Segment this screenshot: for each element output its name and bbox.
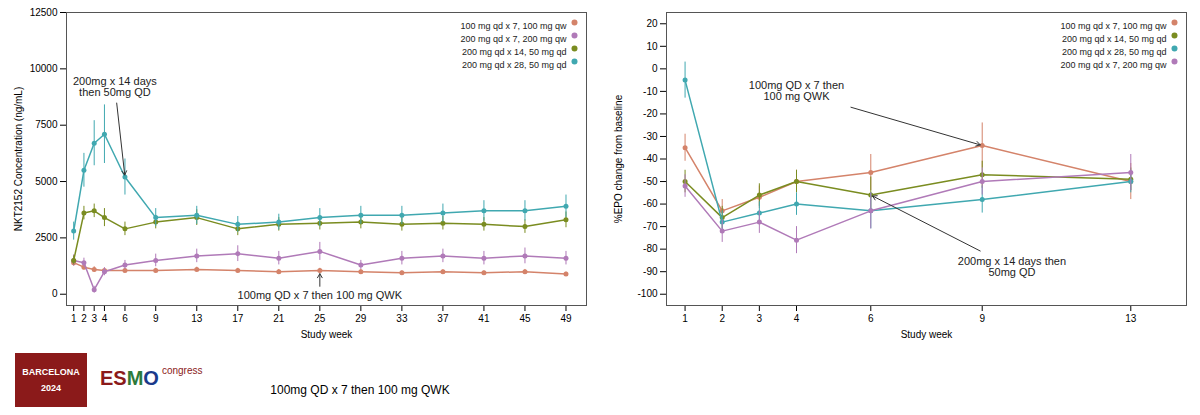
svg-text:25: 25 (314, 313, 326, 324)
svg-text:1: 1 (71, 313, 77, 324)
svg-text:-90: -90 (643, 266, 658, 277)
svg-text:12500: 12500 (30, 7, 58, 18)
svg-text:200mg x 14 daysthen 50mg QD: 200mg x 14 daysthen 50mg QD (73, 75, 157, 98)
svg-text:-30: -30 (643, 131, 658, 142)
svg-text:10: 10 (646, 41, 658, 52)
svg-text:6: 6 (122, 313, 128, 324)
svg-text:200mg x 14 days then50mg QD: 200mg x 14 days then50mg QD (958, 255, 1066, 278)
svg-text:2: 2 (81, 313, 87, 324)
svg-text:4: 4 (102, 313, 108, 324)
svg-text:200 mg qd x 7, 200 mg qw: 200 mg qd x 7, 200 mg qw (460, 34, 567, 44)
svg-text:9: 9 (979, 313, 985, 324)
svg-text:-50: -50 (643, 176, 658, 187)
svg-text:100 mg qd x 7, 100 mg qw: 100 mg qd x 7, 100 mg qw (1060, 21, 1167, 31)
svg-text:4: 4 (794, 313, 800, 324)
svg-text:3: 3 (757, 313, 763, 324)
svg-text:5000: 5000 (35, 176, 58, 187)
svg-text:%EPO change from baseline: %EPO change from baseline (613, 94, 624, 223)
svg-text:2: 2 (719, 313, 725, 324)
svg-text:33: 33 (396, 313, 408, 324)
svg-text:-10: -10 (643, 86, 658, 97)
svg-text:3: 3 (91, 313, 97, 324)
html-text:BARCELONA 2024: BARCELONA 2024 (22, 367, 80, 393)
svg-text:2500: 2500 (35, 232, 58, 243)
svg-text:100mg QD x 7 then 100 mg QWK: 100mg QD x 7 then 100 mg QWK (238, 289, 403, 301)
html-text:ES M Ocongress: ES M Ocongress (100, 365, 203, 389)
svg-text:29: 29 (355, 313, 367, 324)
svg-text:0: 0 (52, 288, 58, 299)
svg-text:49: 49 (560, 313, 572, 324)
svg-text:20: 20 (646, 18, 658, 29)
html-text:100mg QD x 7 then 100 mg QWK: 100mg QD x 7 then 100 mg QWK (270, 383, 450, 397)
svg-text:0: 0 (652, 63, 658, 74)
svg-text:100 mg qd x 7, 100 mg qw: 100 mg qd x 7, 100 mg qw (460, 21, 567, 31)
svg-text:200 mg qd x 14, 50 mg qd: 200 mg qd x 14, 50 mg qd (1062, 34, 1167, 44)
svg-text:-20: -20 (643, 108, 658, 119)
svg-text:41: 41 (478, 313, 490, 324)
svg-text:-40: -40 (643, 153, 658, 164)
svg-text:NKT2152 Concentration (ng/mL): NKT2152 Concentration (ng/mL) (13, 87, 24, 232)
svg-text:13: 13 (1125, 313, 1137, 324)
svg-text:-70: -70 (643, 221, 658, 232)
svg-text:17: 17 (232, 313, 244, 324)
svg-text:200 mg qd x 7, 200 mg qw: 200 mg qd x 7, 200 mg qw (1060, 60, 1167, 70)
svg-text:9: 9 (153, 313, 159, 324)
svg-text:-100: -100 (637, 288, 657, 299)
svg-text:200 mg qd x 28, 50 mg qd: 200 mg qd x 28, 50 mg qd (462, 60, 567, 70)
svg-text:10000: 10000 (30, 63, 58, 74)
svg-text:200 mg qd x 14, 50 mg qd: 200 mg qd x 14, 50 mg qd (462, 47, 567, 57)
svg-text:-60: -60 (643, 198, 658, 209)
svg-text:7500: 7500 (35, 119, 58, 130)
svg-text:45: 45 (519, 313, 531, 324)
svg-text:Study week: Study week (901, 329, 954, 340)
svg-text:37: 37 (437, 313, 449, 324)
svg-text:100mg QD x 7 then100 mg QWK: 100mg QD x 7 then100 mg QWK (749, 79, 844, 102)
svg-text:-80: -80 (643, 243, 658, 254)
svg-text:Study week: Study week (301, 329, 354, 340)
svg-text:1: 1 (682, 313, 688, 324)
svg-text:200 mg qd x 28, 50 mg qd: 200 mg qd x 28, 50 mg qd (1062, 47, 1167, 57)
svg-text:21: 21 (273, 313, 285, 324)
svg-text:13: 13 (191, 313, 203, 324)
svg-text:6: 6 (868, 313, 874, 324)
